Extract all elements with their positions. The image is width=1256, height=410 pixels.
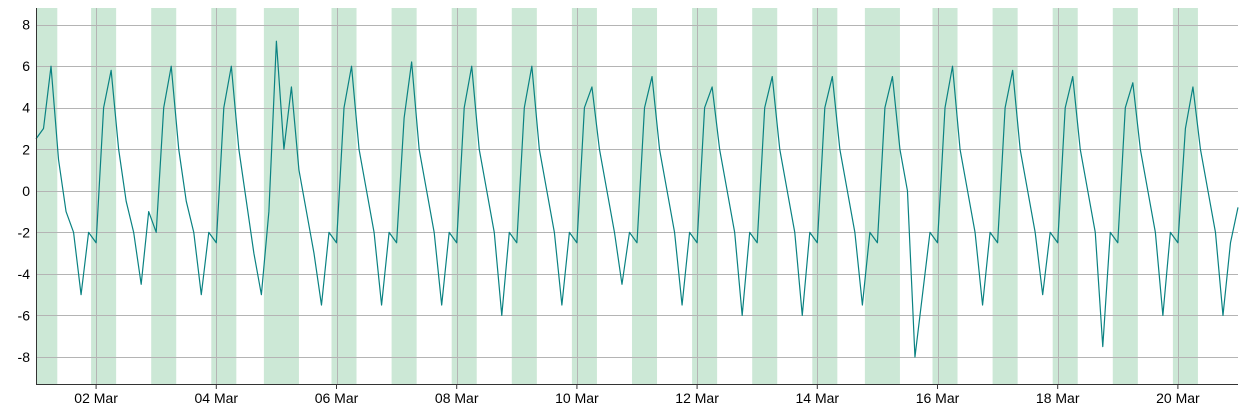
x-tick-label: 18 Mar bbox=[1036, 390, 1080, 406]
series-line-1 bbox=[35, 40, 1239, 358]
shaded-band-8 bbox=[451, 8, 477, 384]
shaded-band-9 bbox=[511, 8, 537, 384]
x-tick-label: 14 Mar bbox=[796, 390, 840, 406]
x-tick-label: 06 Mar bbox=[315, 390, 359, 406]
y-tick-label: -4 bbox=[18, 266, 31, 282]
x-tick-label: 10 Mar bbox=[555, 390, 599, 406]
x-tick-label: 04 Mar bbox=[195, 390, 239, 406]
x-tick-label: 12 Mar bbox=[675, 390, 719, 406]
shaded-band-6 bbox=[331, 8, 357, 384]
shaded-band-18 bbox=[1052, 8, 1078, 384]
y-tick-label: -8 bbox=[18, 349, 31, 365]
shaded-band-11 bbox=[631, 8, 658, 384]
grid-lines bbox=[36, 8, 1238, 384]
y-tick-label: 0 bbox=[22, 183, 30, 199]
x-tick-label: 16 Mar bbox=[916, 390, 960, 406]
shaded-band-13 bbox=[752, 8, 778, 384]
x-tick-label: 02 Mar bbox=[74, 390, 118, 406]
shaded-band-15 bbox=[864, 8, 900, 384]
shaded-bands bbox=[36, 8, 1198, 384]
x-axis-ticks: 02 Mar 04 Mar 06 Mar 08 Mar 10 Mar 12 Mar 14 M… bbox=[74, 384, 1200, 406]
series-layer bbox=[35, 40, 1239, 358]
shaded-band-20 bbox=[1172, 8, 1198, 384]
shaded-band-2 bbox=[91, 8, 117, 384]
shaded-band-3 bbox=[151, 8, 177, 384]
shaded-band-1 bbox=[36, 8, 58, 384]
y-tick-label: 8 bbox=[22, 17, 30, 33]
shaded-band-10 bbox=[571, 8, 597, 384]
shaded-band-16 bbox=[932, 8, 958, 384]
shaded-band-7 bbox=[391, 8, 417, 384]
shaded-band-17 bbox=[992, 8, 1018, 384]
shaded-band-14 bbox=[812, 8, 838, 384]
x-tick-label: 08 Mar bbox=[435, 390, 479, 406]
y-tick-label: 4 bbox=[22, 100, 30, 116]
y-tick-label: -2 bbox=[18, 224, 31, 240]
y-tick-label: -6 bbox=[18, 307, 31, 323]
y-axis-ticks: -8 -6 -4 -2 0 2 4 6 8 bbox=[18, 17, 31, 365]
shaded-band-12 bbox=[692, 8, 718, 384]
shaded-band-4 bbox=[211, 8, 237, 384]
x-tick-label: 20 Mar bbox=[1156, 390, 1200, 406]
y-tick-label: 6 bbox=[22, 58, 30, 74]
shaded-band-19 bbox=[1112, 8, 1138, 384]
y-tick-label: 2 bbox=[22, 141, 30, 157]
axes bbox=[36, 8, 1238, 385]
